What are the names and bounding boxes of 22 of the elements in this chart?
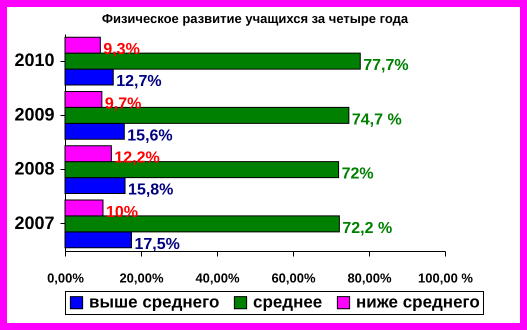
data-label: 15,8%	[128, 182, 174, 199]
legend-label: выше среднего	[89, 292, 220, 312]
y-tick-label: 2008	[14, 158, 54, 179]
data-label: 72%	[342, 166, 374, 183]
data-label: 74,7 %	[352, 111, 402, 128]
legend-label: ниже среднего	[356, 292, 480, 312]
x-tick-label: 60,00%	[271, 270, 316, 286]
y-tick-label: 2010	[14, 50, 54, 70]
data-label: 15,6%	[127, 127, 173, 144]
data-label: 12,7%	[116, 73, 162, 90]
x-tick-label: 40,00%	[195, 270, 240, 286]
y-tick-label: 2009	[14, 104, 54, 124]
x-tick-label: 80,00%	[347, 270, 392, 286]
y-tick-label: 2007	[14, 212, 54, 233]
data-label: 77,7%	[363, 57, 409, 74]
x-tick-label: 0,00%	[47, 270, 84, 286]
x-tick-label: 100,00 %	[418, 270, 474, 286]
chart-title: Физическое развитие учащихся за четыре года	[102, 11, 409, 26]
data-label: 17,5%	[134, 236, 180, 253]
legend-label: среднее	[253, 292, 322, 312]
data-label: 72,2 %	[342, 220, 392, 237]
x-tick-label: 20,00%	[119, 270, 164, 286]
